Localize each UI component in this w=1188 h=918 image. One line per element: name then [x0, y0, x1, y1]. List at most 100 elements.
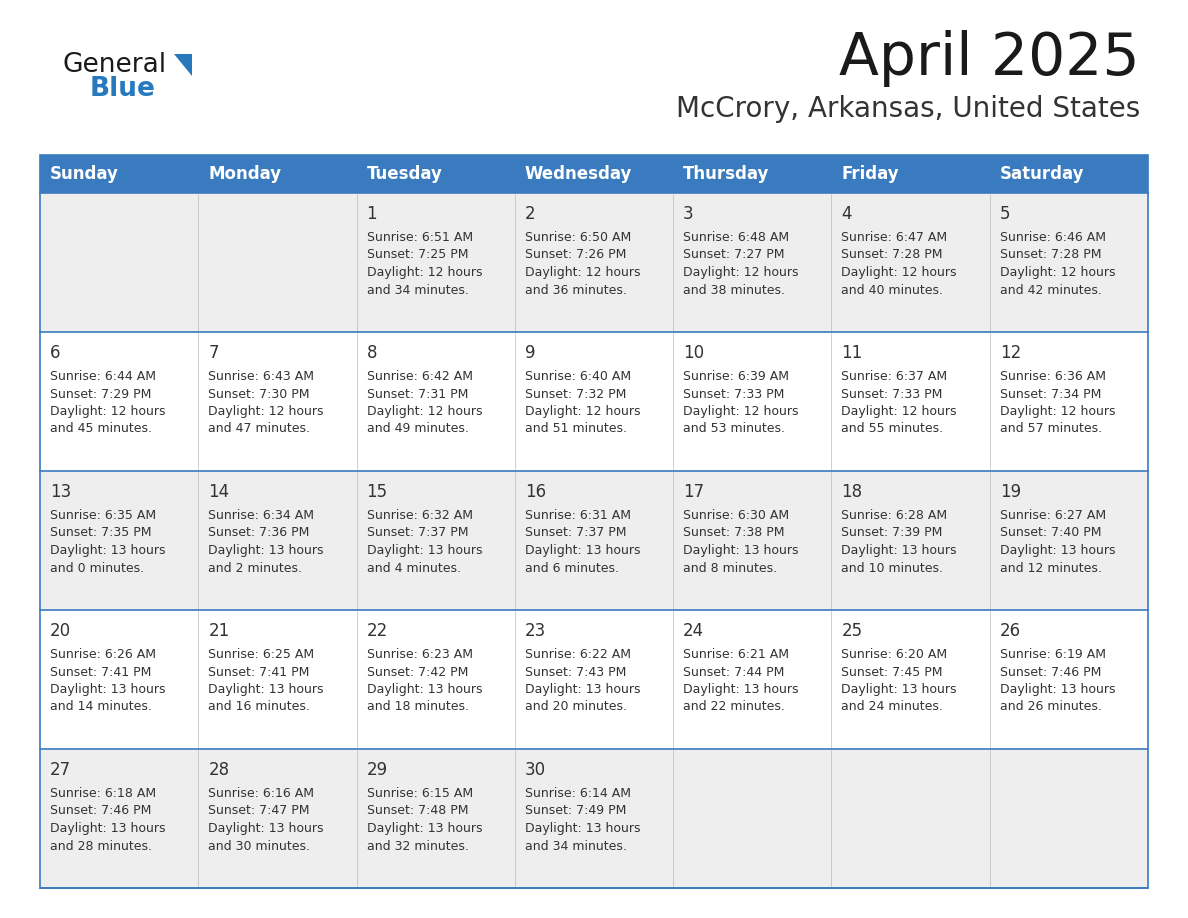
Text: 17: 17	[683, 483, 704, 501]
Text: Daylight: 12 hours: Daylight: 12 hours	[683, 266, 798, 279]
Text: Sunrise: 6:16 AM: Sunrise: 6:16 AM	[208, 787, 315, 800]
Text: and 34 minutes.: and 34 minutes.	[367, 284, 468, 297]
Text: and 20 minutes.: and 20 minutes.	[525, 700, 627, 713]
Text: and 30 minutes.: and 30 minutes.	[208, 839, 310, 853]
Text: 8: 8	[367, 344, 377, 362]
Text: and 51 minutes.: and 51 minutes.	[525, 422, 627, 435]
Text: 19: 19	[1000, 483, 1020, 501]
Text: and 2 minutes.: and 2 minutes.	[208, 562, 302, 575]
Text: 26: 26	[1000, 622, 1020, 640]
Text: and 28 minutes.: and 28 minutes.	[50, 839, 152, 853]
Text: 3: 3	[683, 205, 694, 223]
Text: 7: 7	[208, 344, 219, 362]
Text: Sunset: 7:41 PM: Sunset: 7:41 PM	[50, 666, 151, 678]
Text: and 6 minutes.: and 6 minutes.	[525, 562, 619, 575]
Text: Sunset: 7:42 PM: Sunset: 7:42 PM	[367, 666, 468, 678]
Text: Tuesday: Tuesday	[367, 165, 442, 183]
Text: and 38 minutes.: and 38 minutes.	[683, 284, 785, 297]
Text: Sunrise: 6:21 AM: Sunrise: 6:21 AM	[683, 648, 789, 661]
Text: and 55 minutes.: and 55 minutes.	[841, 422, 943, 435]
Text: Sunset: 7:29 PM: Sunset: 7:29 PM	[50, 387, 151, 400]
Text: 12: 12	[1000, 344, 1020, 362]
Text: Sunset: 7:26 PM: Sunset: 7:26 PM	[525, 249, 626, 262]
Text: Daylight: 12 hours: Daylight: 12 hours	[525, 405, 640, 418]
Text: Sunrise: 6:31 AM: Sunrise: 6:31 AM	[525, 509, 631, 522]
Text: Daylight: 13 hours: Daylight: 13 hours	[683, 544, 798, 557]
Text: and 22 minutes.: and 22 minutes.	[683, 700, 785, 713]
Text: and 14 minutes.: and 14 minutes.	[50, 700, 152, 713]
Text: Daylight: 13 hours: Daylight: 13 hours	[841, 544, 956, 557]
Text: Sunset: 7:36 PM: Sunset: 7:36 PM	[208, 527, 310, 540]
Text: Sunset: 7:40 PM: Sunset: 7:40 PM	[1000, 527, 1101, 540]
Text: and 0 minutes.: and 0 minutes.	[50, 562, 144, 575]
Text: 28: 28	[208, 761, 229, 779]
Text: Daylight: 13 hours: Daylight: 13 hours	[525, 822, 640, 835]
Text: 27: 27	[50, 761, 71, 779]
Text: Sunrise: 6:26 AM: Sunrise: 6:26 AM	[50, 648, 156, 661]
Text: Daylight: 13 hours: Daylight: 13 hours	[50, 544, 165, 557]
Text: 15: 15	[367, 483, 387, 501]
Text: Sunrise: 6:44 AM: Sunrise: 6:44 AM	[50, 370, 156, 383]
Text: Sunset: 7:30 PM: Sunset: 7:30 PM	[208, 387, 310, 400]
Text: and 24 minutes.: and 24 minutes.	[841, 700, 943, 713]
Polygon shape	[173, 54, 192, 76]
Text: 24: 24	[683, 622, 704, 640]
Text: Daylight: 13 hours: Daylight: 13 hours	[50, 683, 165, 696]
Text: 13: 13	[50, 483, 71, 501]
Text: Sunrise: 6:25 AM: Sunrise: 6:25 AM	[208, 648, 315, 661]
Text: Sunset: 7:49 PM: Sunset: 7:49 PM	[525, 804, 626, 818]
Text: Sunday: Sunday	[50, 165, 119, 183]
Text: and 34 minutes.: and 34 minutes.	[525, 839, 627, 853]
Text: and 40 minutes.: and 40 minutes.	[841, 284, 943, 297]
Text: 10: 10	[683, 344, 704, 362]
Text: Sunrise: 6:20 AM: Sunrise: 6:20 AM	[841, 648, 948, 661]
Text: Daylight: 12 hours: Daylight: 12 hours	[683, 405, 798, 418]
Text: Sunrise: 6:27 AM: Sunrise: 6:27 AM	[1000, 509, 1106, 522]
Text: Sunset: 7:45 PM: Sunset: 7:45 PM	[841, 666, 943, 678]
Text: Daylight: 12 hours: Daylight: 12 hours	[208, 405, 324, 418]
Text: Daylight: 13 hours: Daylight: 13 hours	[525, 683, 640, 696]
Text: Sunset: 7:37 PM: Sunset: 7:37 PM	[525, 527, 626, 540]
Text: Sunset: 7:44 PM: Sunset: 7:44 PM	[683, 666, 784, 678]
Text: Daylight: 12 hours: Daylight: 12 hours	[1000, 266, 1116, 279]
Text: Daylight: 13 hours: Daylight: 13 hours	[683, 683, 798, 696]
Text: Wednesday: Wednesday	[525, 165, 632, 183]
Text: Sunrise: 6:42 AM: Sunrise: 6:42 AM	[367, 370, 473, 383]
Text: Sunrise: 6:40 AM: Sunrise: 6:40 AM	[525, 370, 631, 383]
Text: 30: 30	[525, 761, 546, 779]
Text: Daylight: 13 hours: Daylight: 13 hours	[367, 822, 482, 835]
Bar	[40, 155, 1148, 193]
Text: Sunset: 7:33 PM: Sunset: 7:33 PM	[683, 387, 784, 400]
Text: Thursday: Thursday	[683, 165, 770, 183]
Text: Sunset: 7:47 PM: Sunset: 7:47 PM	[208, 804, 310, 818]
Bar	[40, 471, 1148, 610]
Text: Sunset: 7:27 PM: Sunset: 7:27 PM	[683, 249, 784, 262]
Text: Sunset: 7:25 PM: Sunset: 7:25 PM	[367, 249, 468, 262]
Text: Sunrise: 6:18 AM: Sunrise: 6:18 AM	[50, 787, 156, 800]
Text: Daylight: 13 hours: Daylight: 13 hours	[1000, 683, 1116, 696]
Text: Daylight: 13 hours: Daylight: 13 hours	[208, 683, 324, 696]
Text: Sunrise: 6:48 AM: Sunrise: 6:48 AM	[683, 231, 789, 244]
Text: Sunrise: 6:32 AM: Sunrise: 6:32 AM	[367, 509, 473, 522]
Text: General: General	[62, 52, 166, 78]
Bar	[40, 610, 1148, 749]
Text: Sunrise: 6:22 AM: Sunrise: 6:22 AM	[525, 648, 631, 661]
Bar	[40, 193, 1148, 332]
Text: 6: 6	[50, 344, 61, 362]
Text: Sunset: 7:28 PM: Sunset: 7:28 PM	[841, 249, 943, 262]
Bar	[40, 749, 1148, 888]
Text: Sunset: 7:41 PM: Sunset: 7:41 PM	[208, 666, 310, 678]
Text: and 4 minutes.: and 4 minutes.	[367, 562, 461, 575]
Text: Daylight: 12 hours: Daylight: 12 hours	[841, 266, 956, 279]
Text: Sunrise: 6:30 AM: Sunrise: 6:30 AM	[683, 509, 789, 522]
Text: and 32 minutes.: and 32 minutes.	[367, 839, 468, 853]
Text: 18: 18	[841, 483, 862, 501]
Text: Sunset: 7:43 PM: Sunset: 7:43 PM	[525, 666, 626, 678]
Text: Daylight: 12 hours: Daylight: 12 hours	[841, 405, 956, 418]
Text: and 57 minutes.: and 57 minutes.	[1000, 422, 1101, 435]
Text: Sunset: 7:37 PM: Sunset: 7:37 PM	[367, 527, 468, 540]
Text: and 36 minutes.: and 36 minutes.	[525, 284, 627, 297]
Text: and 16 minutes.: and 16 minutes.	[208, 700, 310, 713]
Bar	[40, 155, 1148, 888]
Text: Daylight: 13 hours: Daylight: 13 hours	[1000, 544, 1116, 557]
